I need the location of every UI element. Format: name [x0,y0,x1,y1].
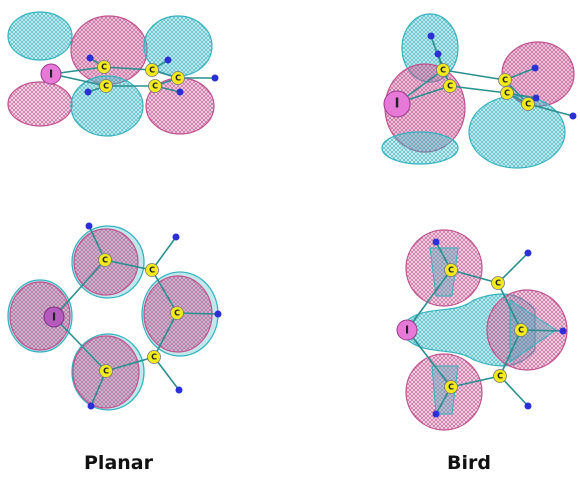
orbital-lobes [381,13,575,169]
iodine-label: I [395,97,400,112]
carbon-label: C [518,326,524,335]
carbon-atoms: C C C C C [97,60,185,93]
carbon-label: C [149,266,155,275]
planar-top-view: I C C C C C [7,222,222,411]
iodine-atom: I [396,319,418,341]
carbon-label: C [152,82,158,91]
hydrogen-atoms [427,32,577,120]
orbital-lobes [397,229,568,431]
iodine-label: I [405,324,409,337]
carbon-label: C [447,82,453,91]
carbon-label: C [175,74,181,83]
iodine-label: I [52,311,56,324]
bonds [53,225,219,407]
hydrogen-atoms [85,222,222,410]
carbon-label: C [103,82,109,91]
iodine-atom: I [43,306,65,328]
hydrogen-atoms [84,54,219,96]
iodine-label: I [49,68,53,81]
bird-side-view: I C C C C C [381,13,577,169]
carbon-atoms: C C C C C [436,63,535,111]
carbon-label: C [448,266,454,275]
bonds [406,241,564,415]
planar-side-view: I C C C C C [7,11,219,137]
carbon-label: C [174,309,180,318]
carbon-label: C [440,66,446,75]
iodine-atom: I [383,90,411,118]
carbon-atoms: C C C C C [98,253,184,378]
carbon-label: C [497,372,503,381]
carbon-label: C [101,63,107,72]
carbon-label: C [495,279,501,288]
bird-top-view: I C C C C C [396,229,568,431]
carbon-label: C [149,66,155,75]
carbon-label: C [151,353,157,362]
carbon-label: C [448,383,454,392]
carbon-label: C [525,100,531,109]
iodine-atom: I [40,63,62,85]
carbon-atoms: C C C C C [444,263,528,394]
planar-caption: Planar [84,452,153,474]
carbon-label: C [502,76,508,85]
hydrogen-atoms [432,238,567,418]
bird-caption: Bird [447,452,491,474]
carbon-label: C [103,367,109,376]
carbon-label: C [504,89,510,98]
carbon-label: C [102,256,108,265]
orbital-lobes [7,225,219,411]
